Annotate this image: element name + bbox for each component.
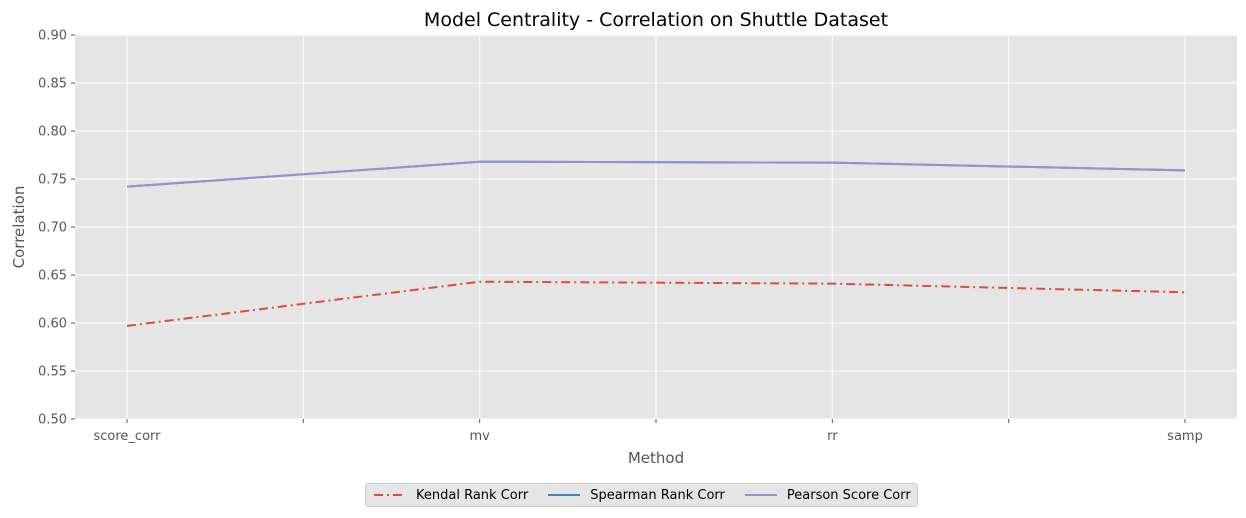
- y-tick-label: 0.60: [38, 317, 67, 332]
- legend-swatch: [548, 494, 581, 496]
- x-tick-label: mv: [469, 429, 490, 444]
- series-line-kendal-rank-corr: [126, 280, 1186, 327]
- legend-swatch: [374, 494, 406, 496]
- y-tick-label: 0.85: [38, 77, 67, 92]
- y-tick-label: 0.70: [38, 221, 67, 236]
- x-axis: score_corr mv rr samp: [94, 419, 1203, 444]
- x-tick-label: samp: [1167, 429, 1203, 444]
- legend-label: Pearson Score Corr: [786, 487, 911, 503]
- chart-title: Model Centrality - Correlation on Shuttl…: [424, 9, 888, 31]
- x-axis-label: Method: [628, 449, 684, 467]
- x-tick-label: score_corr: [94, 429, 162, 444]
- y-axis-label: Correlation: [10, 186, 28, 269]
- y-tick-label: 0.65: [38, 269, 67, 284]
- legend-swatch: [744, 494, 777, 496]
- y-tick-label: 0.50: [38, 413, 67, 428]
- y-tick-label: 0.80: [38, 125, 67, 140]
- series-group: [126, 160, 1186, 327]
- x-tick-label: rr: [827, 429, 838, 444]
- y-tick-label: 0.55: [38, 365, 67, 380]
- legend: Kendal Rank Corr Spearman Rank Corr Pearso…: [365, 483, 918, 507]
- legend-label: Kendal Rank Corr: [416, 487, 529, 503]
- y-tick-label: 0.90: [38, 29, 67, 44]
- y-tick-label: 0.75: [38, 173, 67, 188]
- legend-item: Pearson Score Corr: [743, 488, 911, 503]
- grid: [75, 34, 1237, 420]
- legend-item: Kendal Rank Corr: [372, 488, 528, 503]
- series-line-pearson-score-corr: [126, 160, 1186, 188]
- y-axis: 0.50 0.55 0.60 0.65 0.70 0.75 0.80 0.85 0.90: [38, 29, 75, 428]
- legend-label: Spearman Rank Corr: [590, 487, 725, 503]
- legend-item: Spearman Rank Corr: [546, 488, 725, 503]
